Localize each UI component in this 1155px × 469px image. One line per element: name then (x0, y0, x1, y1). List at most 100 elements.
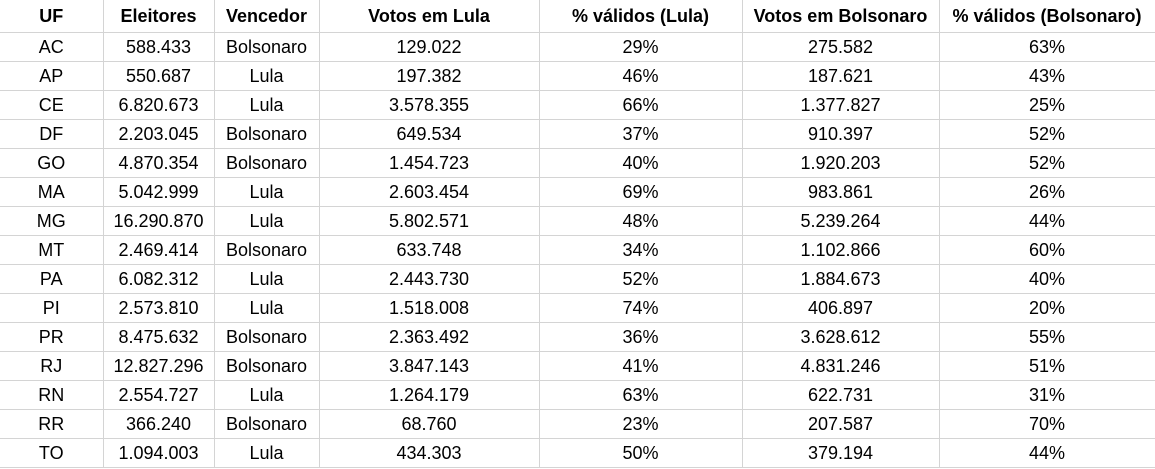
cell-pct-lula[interactable]: 63% (539, 380, 743, 410)
cell-pct-bolsonaro[interactable]: 51% (939, 351, 1155, 381)
cell-pct-lula[interactable]: 29% (539, 32, 743, 62)
cell-votos-bolsonaro[interactable]: 983.861 (742, 177, 940, 207)
cell-votos-lula[interactable]: 3.578.355 (319, 90, 540, 120)
cell-pct-bolsonaro[interactable]: 60% (939, 235, 1155, 265)
cell-votos-lula[interactable]: 3.847.143 (319, 351, 540, 381)
cell-pct-lula[interactable]: 34% (539, 235, 743, 265)
cell-votos-bolsonaro[interactable]: 1.920.203 (742, 148, 940, 178)
cell-eleitores[interactable]: 8.475.632 (103, 322, 215, 352)
cell-vencedor[interactable]: Lula (214, 438, 320, 468)
cell-uf[interactable]: CE (0, 90, 104, 120)
cell-vencedor[interactable]: Lula (214, 61, 320, 91)
cell-eleitores[interactable]: 550.687 (103, 61, 215, 91)
cell-votos-lula[interactable]: 1.518.008 (319, 293, 540, 323)
cell-eleitores[interactable]: 2.573.810 (103, 293, 215, 323)
cell-eleitores[interactable]: 2.203.045 (103, 119, 215, 149)
cell-votos-lula[interactable]: 1.454.723 (319, 148, 540, 178)
cell-pct-lula[interactable]: 48% (539, 206, 743, 236)
cell-pct-lula[interactable]: 36% (539, 322, 743, 352)
cell-votos-bolsonaro[interactable]: 1.377.827 (742, 90, 940, 120)
cell-pct-bolsonaro[interactable]: 55% (939, 322, 1155, 352)
cell-vencedor[interactable]: Bolsonaro (214, 409, 320, 439)
cell-pct-lula[interactable]: 52% (539, 264, 743, 294)
cell-votos-lula[interactable]: 197.382 (319, 61, 540, 91)
cell-vencedor[interactable]: Bolsonaro (214, 119, 320, 149)
cell-uf[interactable]: PI (0, 293, 104, 323)
cell-eleitores[interactable]: 16.290.870 (103, 206, 215, 236)
cell-votos-bolsonaro[interactable]: 3.628.612 (742, 322, 940, 352)
cell-eleitores[interactable]: 2.554.727 (103, 380, 215, 410)
cell-pct-bolsonaro[interactable]: 70% (939, 409, 1155, 439)
cell-uf[interactable]: GO (0, 148, 104, 178)
cell-eleitores[interactable]: 2.469.414 (103, 235, 215, 265)
cell-vencedor[interactable]: Bolsonaro (214, 235, 320, 265)
cell-pct-bolsonaro[interactable]: 52% (939, 119, 1155, 149)
cell-eleitores[interactable]: 6.820.673 (103, 90, 215, 120)
cell-pct-bolsonaro[interactable]: 63% (939, 32, 1155, 62)
cell-vencedor[interactable]: Lula (214, 90, 320, 120)
header-votos-lula[interactable]: Votos em Lula (319, 0, 540, 33)
cell-eleitores[interactable]: 588.433 (103, 32, 215, 62)
cell-uf[interactable]: RN (0, 380, 104, 410)
cell-pct-lula[interactable]: 23% (539, 409, 743, 439)
cell-uf[interactable]: AC (0, 32, 104, 62)
cell-votos-bolsonaro[interactable]: 4.831.246 (742, 351, 940, 381)
cell-eleitores[interactable]: 1.094.003 (103, 438, 215, 468)
cell-pct-lula[interactable]: 66% (539, 90, 743, 120)
cell-eleitores[interactable]: 4.870.354 (103, 148, 215, 178)
cell-uf[interactable]: TO (0, 438, 104, 468)
cell-votos-lula[interactable]: 5.802.571 (319, 206, 540, 236)
cell-eleitores[interactable]: 5.042.999 (103, 177, 215, 207)
cell-pct-bolsonaro[interactable]: 25% (939, 90, 1155, 120)
cell-vencedor[interactable]: Bolsonaro (214, 322, 320, 352)
cell-uf[interactable]: PA (0, 264, 104, 294)
cell-votos-lula[interactable]: 1.264.179 (319, 380, 540, 410)
cell-eleitores[interactable]: 12.827.296 (103, 351, 215, 381)
cell-pct-lula[interactable]: 46% (539, 61, 743, 91)
cell-pct-lula[interactable]: 50% (539, 438, 743, 468)
cell-votos-bolsonaro[interactable]: 187.621 (742, 61, 940, 91)
cell-votos-bolsonaro[interactable]: 910.397 (742, 119, 940, 149)
cell-pct-bolsonaro[interactable]: 44% (939, 206, 1155, 236)
cell-vencedor[interactable]: Lula (214, 206, 320, 236)
cell-votos-bolsonaro[interactable]: 406.897 (742, 293, 940, 323)
cell-pct-lula[interactable]: 40% (539, 148, 743, 178)
cell-votos-bolsonaro[interactable]: 622.731 (742, 380, 940, 410)
cell-vencedor[interactable]: Lula (214, 264, 320, 294)
cell-votos-lula[interactable]: 2.603.454 (319, 177, 540, 207)
cell-votos-lula[interactable]: 649.534 (319, 119, 540, 149)
cell-votos-bolsonaro[interactable]: 1.884.673 (742, 264, 940, 294)
cell-pct-lula[interactable]: 74% (539, 293, 743, 323)
cell-pct-bolsonaro[interactable]: 43% (939, 61, 1155, 91)
cell-vencedor[interactable]: Lula (214, 380, 320, 410)
cell-uf[interactable]: RR (0, 409, 104, 439)
cell-votos-bolsonaro[interactable]: 275.582 (742, 32, 940, 62)
cell-uf[interactable]: AP (0, 61, 104, 91)
header-uf[interactable]: UF (0, 0, 104, 33)
cell-votos-bolsonaro[interactable]: 5.239.264 (742, 206, 940, 236)
cell-uf[interactable]: PR (0, 322, 104, 352)
cell-pct-bolsonaro[interactable]: 31% (939, 380, 1155, 410)
cell-eleitores[interactable]: 6.082.312 (103, 264, 215, 294)
cell-pct-lula[interactable]: 37% (539, 119, 743, 149)
cell-vencedor[interactable]: Bolsonaro (214, 148, 320, 178)
header-eleitores[interactable]: Eleitores (103, 0, 215, 33)
cell-votos-lula[interactable]: 633.748 (319, 235, 540, 265)
header-pct-lula[interactable]: % válidos (Lula) (539, 0, 743, 33)
cell-pct-bolsonaro[interactable]: 44% (939, 438, 1155, 468)
cell-pct-bolsonaro[interactable]: 52% (939, 148, 1155, 178)
header-votos-bolsonaro[interactable]: Votos em Bolsonaro (742, 0, 940, 33)
cell-vencedor[interactable]: Lula (214, 293, 320, 323)
cell-eleitores[interactable]: 366.240 (103, 409, 215, 439)
cell-pct-bolsonaro[interactable]: 20% (939, 293, 1155, 323)
cell-votos-lula[interactable]: 2.363.492 (319, 322, 540, 352)
cell-uf[interactable]: MA (0, 177, 104, 207)
cell-uf[interactable]: MT (0, 235, 104, 265)
cell-uf[interactable]: DF (0, 119, 104, 149)
cell-votos-lula[interactable]: 2.443.730 (319, 264, 540, 294)
cell-pct-lula[interactable]: 41% (539, 351, 743, 381)
cell-votos-bolsonaro[interactable]: 1.102.866 (742, 235, 940, 265)
cell-vencedor[interactable]: Bolsonaro (214, 32, 320, 62)
cell-votos-lula[interactable]: 434.303 (319, 438, 540, 468)
cell-votos-lula[interactable]: 68.760 (319, 409, 540, 439)
